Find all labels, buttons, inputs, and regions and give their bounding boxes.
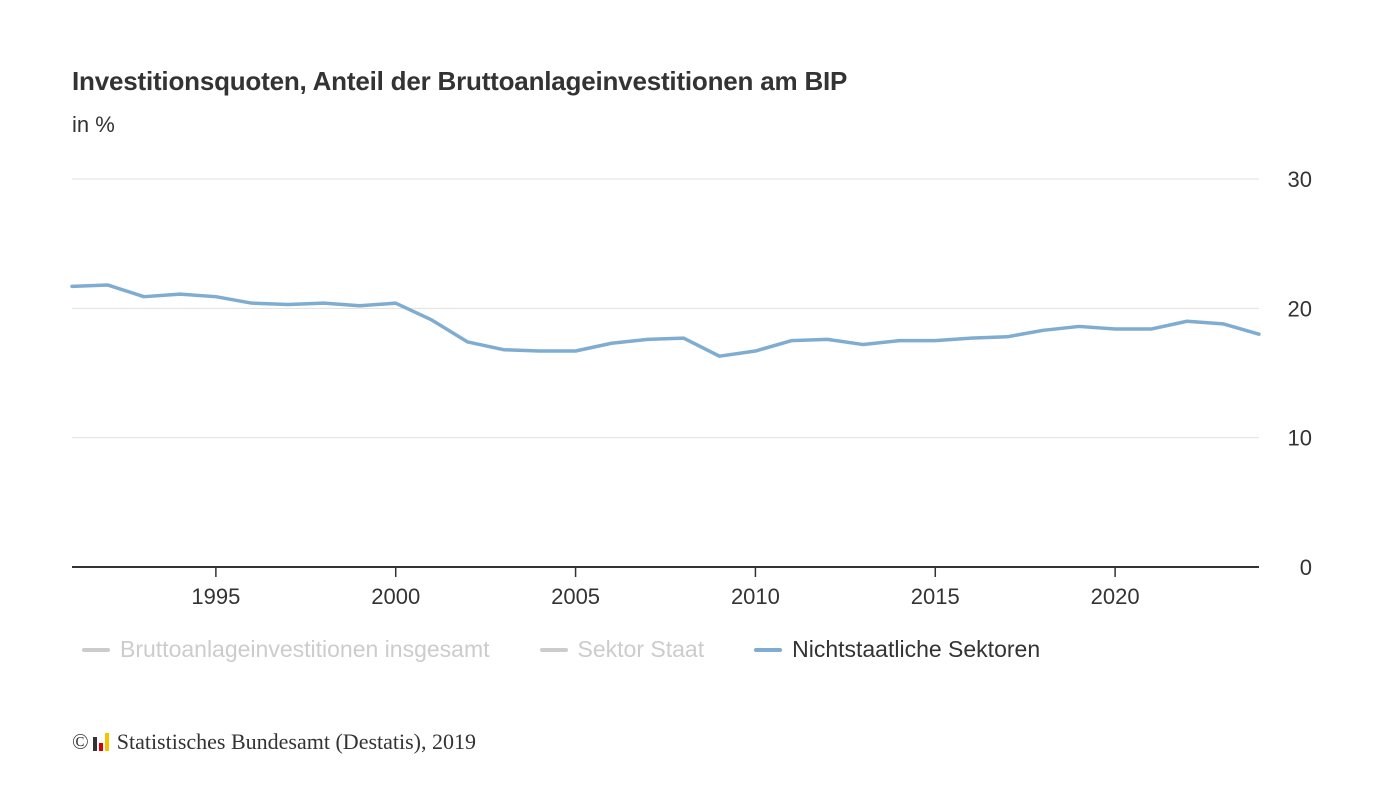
legend-label: Bruttoanlageinvestitionen insgesamt bbox=[120, 636, 490, 662]
series-line-nichtstaatliche-sektoren[interactable] bbox=[70, 283, 1261, 358]
data-point[interactable] bbox=[210, 291, 222, 303]
x-tick-label: 2000 bbox=[371, 584, 420, 609]
x-tick-label: 2010 bbox=[731, 584, 780, 609]
legend-item-insgesamt[interactable]: Bruttoanlageinvestitionen insgesamt bbox=[82, 636, 490, 663]
x-tick-label: 2020 bbox=[1091, 584, 1140, 609]
data-point[interactable] bbox=[965, 332, 977, 344]
chart-legend: Bruttoanlageinvestitionen insgesamt Sekt… bbox=[82, 636, 1090, 663]
data-point[interactable] bbox=[570, 345, 582, 357]
data-point[interactable] bbox=[426, 314, 438, 326]
data-point[interactable] bbox=[749, 345, 761, 357]
series-layer bbox=[66, 279, 1265, 362]
data-point[interactable] bbox=[1253, 328, 1265, 340]
data-point[interactable] bbox=[1181, 315, 1193, 327]
data-point[interactable] bbox=[138, 291, 150, 303]
chart-subtitle: in % bbox=[72, 112, 115, 137]
x-tick-label: 2015 bbox=[911, 584, 960, 609]
data-point[interactable] bbox=[1145, 323, 1157, 335]
data-point[interactable] bbox=[462, 336, 474, 348]
data-point[interactable] bbox=[677, 332, 689, 344]
y-tick-label: 0 bbox=[1300, 555, 1312, 580]
data-point[interactable] bbox=[713, 350, 725, 362]
data-point[interactable] bbox=[785, 335, 797, 347]
data-point[interactable] bbox=[282, 298, 294, 310]
data-point[interactable] bbox=[174, 288, 186, 300]
y-tick-label: 10 bbox=[1288, 426, 1312, 451]
chart-credits[interactable]: © Statistisches Bundesamt (Destatis), 20… bbox=[72, 729, 476, 755]
legend-item-nichtstaatliche-sektoren[interactable]: Nichtstaatliche Sektoren bbox=[754, 636, 1040, 663]
legend-swatch-icon bbox=[754, 647, 783, 652]
data-point[interactable] bbox=[1001, 331, 1013, 343]
axis-layer: 0 10 20 30 1995 2000 2005 2010 2015 2020 bbox=[72, 167, 1312, 609]
data-point[interactable] bbox=[1073, 320, 1085, 332]
chart-title: Investitionsquoten, Anteil der Bruttoanl… bbox=[72, 66, 848, 96]
data-point[interactable] bbox=[1037, 324, 1049, 336]
data-point[interactable] bbox=[929, 335, 941, 347]
data-point[interactable] bbox=[498, 344, 510, 356]
x-tick-label: 1995 bbox=[191, 584, 240, 609]
legend-swatch-icon bbox=[539, 647, 568, 652]
y-tick-label: 30 bbox=[1288, 167, 1312, 192]
data-point[interactable] bbox=[390, 297, 402, 309]
data-point[interactable] bbox=[534, 345, 546, 357]
data-point[interactable] bbox=[1109, 323, 1121, 335]
data-point[interactable] bbox=[318, 297, 330, 309]
data-point[interactable] bbox=[642, 333, 654, 345]
data-point[interactable] bbox=[821, 333, 833, 345]
data-point[interactable] bbox=[606, 337, 618, 349]
data-point[interactable] bbox=[857, 339, 869, 351]
y-tick-label: 20 bbox=[1288, 296, 1312, 321]
legend-item-sektor-staat[interactable]: Sektor Staat bbox=[539, 636, 705, 663]
data-point[interactable] bbox=[354, 300, 366, 312]
data-point[interactable] bbox=[893, 335, 905, 347]
credits-text: Statistisches Bundesamt (Destatis), 2019 bbox=[116, 729, 477, 754]
x-tick-label: 2005 bbox=[551, 584, 600, 609]
legend-label: Sektor Staat bbox=[577, 636, 705, 662]
grid-layer bbox=[72, 178, 1259, 439]
data-point[interactable] bbox=[102, 279, 114, 291]
data-point[interactable] bbox=[1217, 318, 1229, 330]
copyright-symbol: © bbox=[72, 729, 89, 754]
legend-label: Nichtstaatliche Sektoren bbox=[792, 636, 1041, 662]
destatis-logo-icon bbox=[92, 733, 111, 751]
data-point[interactable] bbox=[66, 280, 78, 292]
data-point[interactable] bbox=[246, 297, 258, 309]
legend-swatch-icon bbox=[82, 647, 110, 652]
